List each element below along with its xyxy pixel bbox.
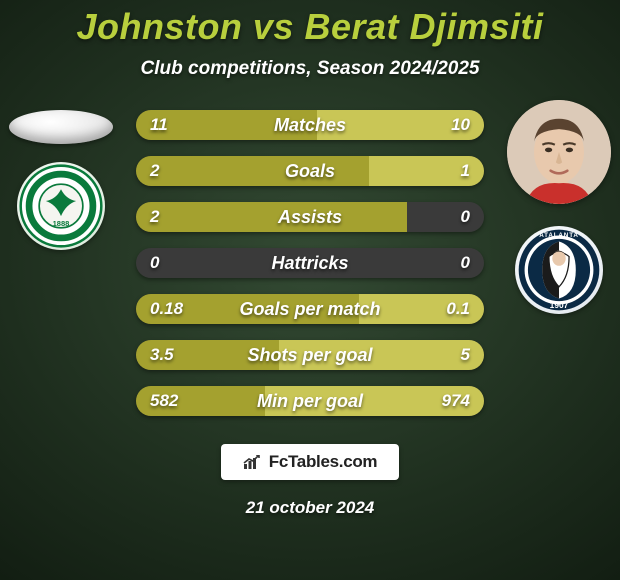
stat-left-value: 582 — [136, 386, 192, 416]
stat-right-value: 0 — [447, 202, 484, 232]
stat-label: Assists — [136, 202, 484, 232]
stat-row: Hattricks0 0 — [136, 248, 484, 278]
stat-left-value: 0.18 — [136, 294, 197, 324]
comparison-card: Johnston vs Berat Djimsiti Club competit… — [0, 0, 620, 580]
svg-text:1907: 1907 — [550, 300, 569, 310]
stat-label: Shots per goal — [136, 340, 484, 370]
stat-label: Goals — [136, 156, 484, 186]
stat-right-value: 10 — [437, 110, 484, 140]
stat-left-value: 3.5 — [136, 340, 188, 370]
site-name: FcTables.com — [269, 452, 378, 472]
atalanta-badge-icon: 1907 ATALANTA — [517, 228, 601, 312]
chart-icon — [243, 455, 261, 469]
stat-left-value: 0 — [136, 248, 173, 278]
stats-area: 1888 — [0, 110, 620, 430]
stat-right-value: 5 — [447, 340, 484, 370]
celtic-badge-icon: 1888 — [19, 164, 103, 248]
stat-row: Min per goal582974 — [136, 386, 484, 416]
svg-text:1888: 1888 — [53, 219, 70, 228]
footer-date: 21 october 2024 — [246, 498, 375, 518]
stat-left-value: 11 — [136, 110, 182, 140]
stat-right-value: 974 — [428, 386, 484, 416]
stat-row: Shots per goal3.5 5 — [136, 340, 484, 370]
site-logo: FcTables.com — [221, 444, 400, 480]
player-photo-icon — [507, 100, 611, 204]
stat-row: Goals per match0.180.1 — [136, 294, 484, 324]
left-player-avatar — [9, 110, 113, 144]
stat-left-value: 2 — [136, 202, 173, 232]
stat-right-value: 1 — [447, 156, 484, 186]
stat-row: Goals2 1 — [136, 156, 484, 186]
right-player-avatar — [507, 100, 611, 204]
right-club-badge: 1907 ATALANTA — [515, 226, 603, 314]
stat-label: Matches — [136, 110, 484, 140]
stat-bars: Matches1110Goals21Assists20Hattricks00Go… — [136, 110, 484, 432]
page-subtitle: Club competitions, Season 2024/2025 — [0, 58, 620, 80]
footer: FcTables.com 21 october 2024 — [0, 444, 620, 518]
stat-label: Hattricks — [136, 248, 484, 278]
stat-right-value: 0 — [447, 248, 484, 278]
left-player-column: 1888 — [6, 110, 116, 250]
stat-left-value: 2 — [136, 156, 173, 186]
stat-row: Assists2 0 — [136, 202, 484, 232]
stat-right-value: 0.1 — [432, 294, 484, 324]
right-player-column: 1907 ATALANTA — [504, 110, 614, 314]
page-title: Johnston vs Berat Djimsiti — [0, 6, 620, 48]
stat-row: Matches11 10 — [136, 110, 484, 140]
left-club-badge: 1888 — [17, 162, 105, 250]
svg-text:ATALANTA: ATALANTA — [539, 232, 579, 239]
